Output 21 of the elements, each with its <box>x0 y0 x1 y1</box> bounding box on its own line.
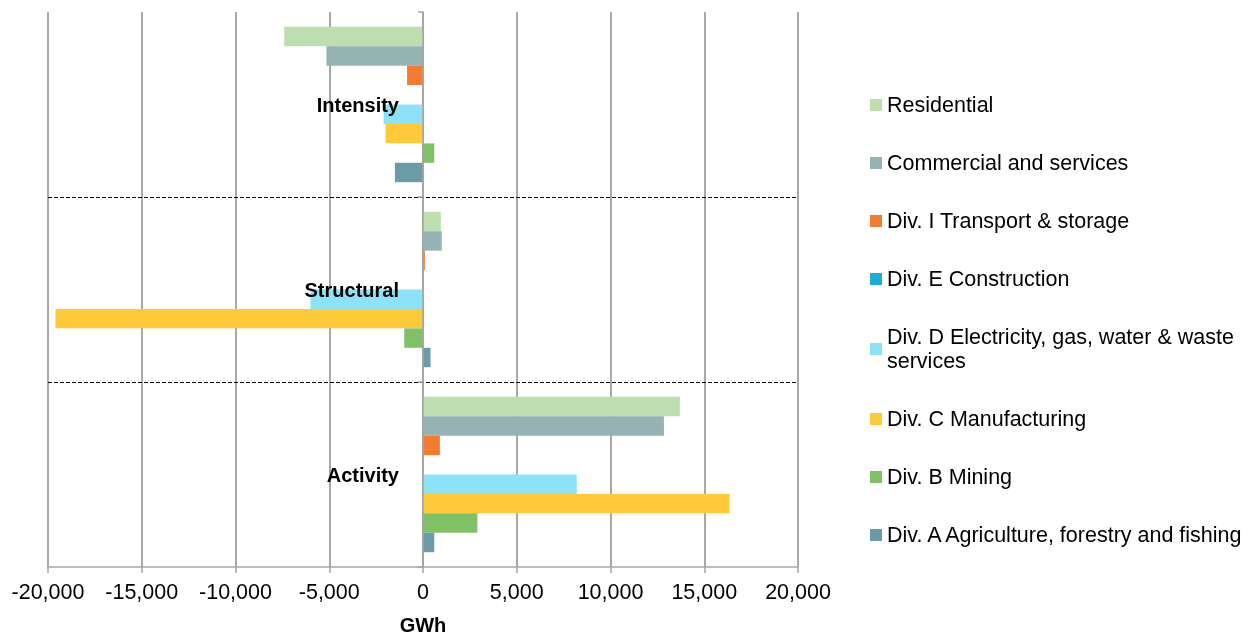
y-tick-label: Activity <box>326 463 400 486</box>
legend-label: Div. I Transport & storage <box>887 209 1130 233</box>
x-tick-label: -15,000 <box>105 580 179 604</box>
x-tick-label: 10,000 <box>577 580 644 604</box>
legend-label: Div. D Electricity, gas, water & waste services <box>887 325 1234 373</box>
x-tick-label: 5,000 <box>489 580 544 604</box>
legend-label: Div. B Mining <box>887 465 1013 489</box>
y-tick-label: Intensity <box>316 93 400 116</box>
legend-label: Div. C Manufacturing <box>887 407 1087 431</box>
legend-label: Div. A Agriculture, forestry and fishing <box>887 523 1242 547</box>
x-tick-label: 20,000 <box>765 580 831 604</box>
x-tick-label: -5,000 <box>298 580 360 604</box>
legend-label: Residential <box>887 93 994 117</box>
x-axis-title: GWh <box>399 614 447 636</box>
x-tick-label: 15,000 <box>671 580 738 604</box>
legend-label: Commercial and services <box>887 151 1129 175</box>
x-tick-label: -10,000 <box>199 580 272 604</box>
legend-label: Div. E Construction <box>887 267 1070 291</box>
x-tick-label: -20,000 <box>11 580 85 604</box>
x-tick-label: 0 <box>417 580 430 604</box>
y-tick-label: Structural <box>304 278 399 301</box>
